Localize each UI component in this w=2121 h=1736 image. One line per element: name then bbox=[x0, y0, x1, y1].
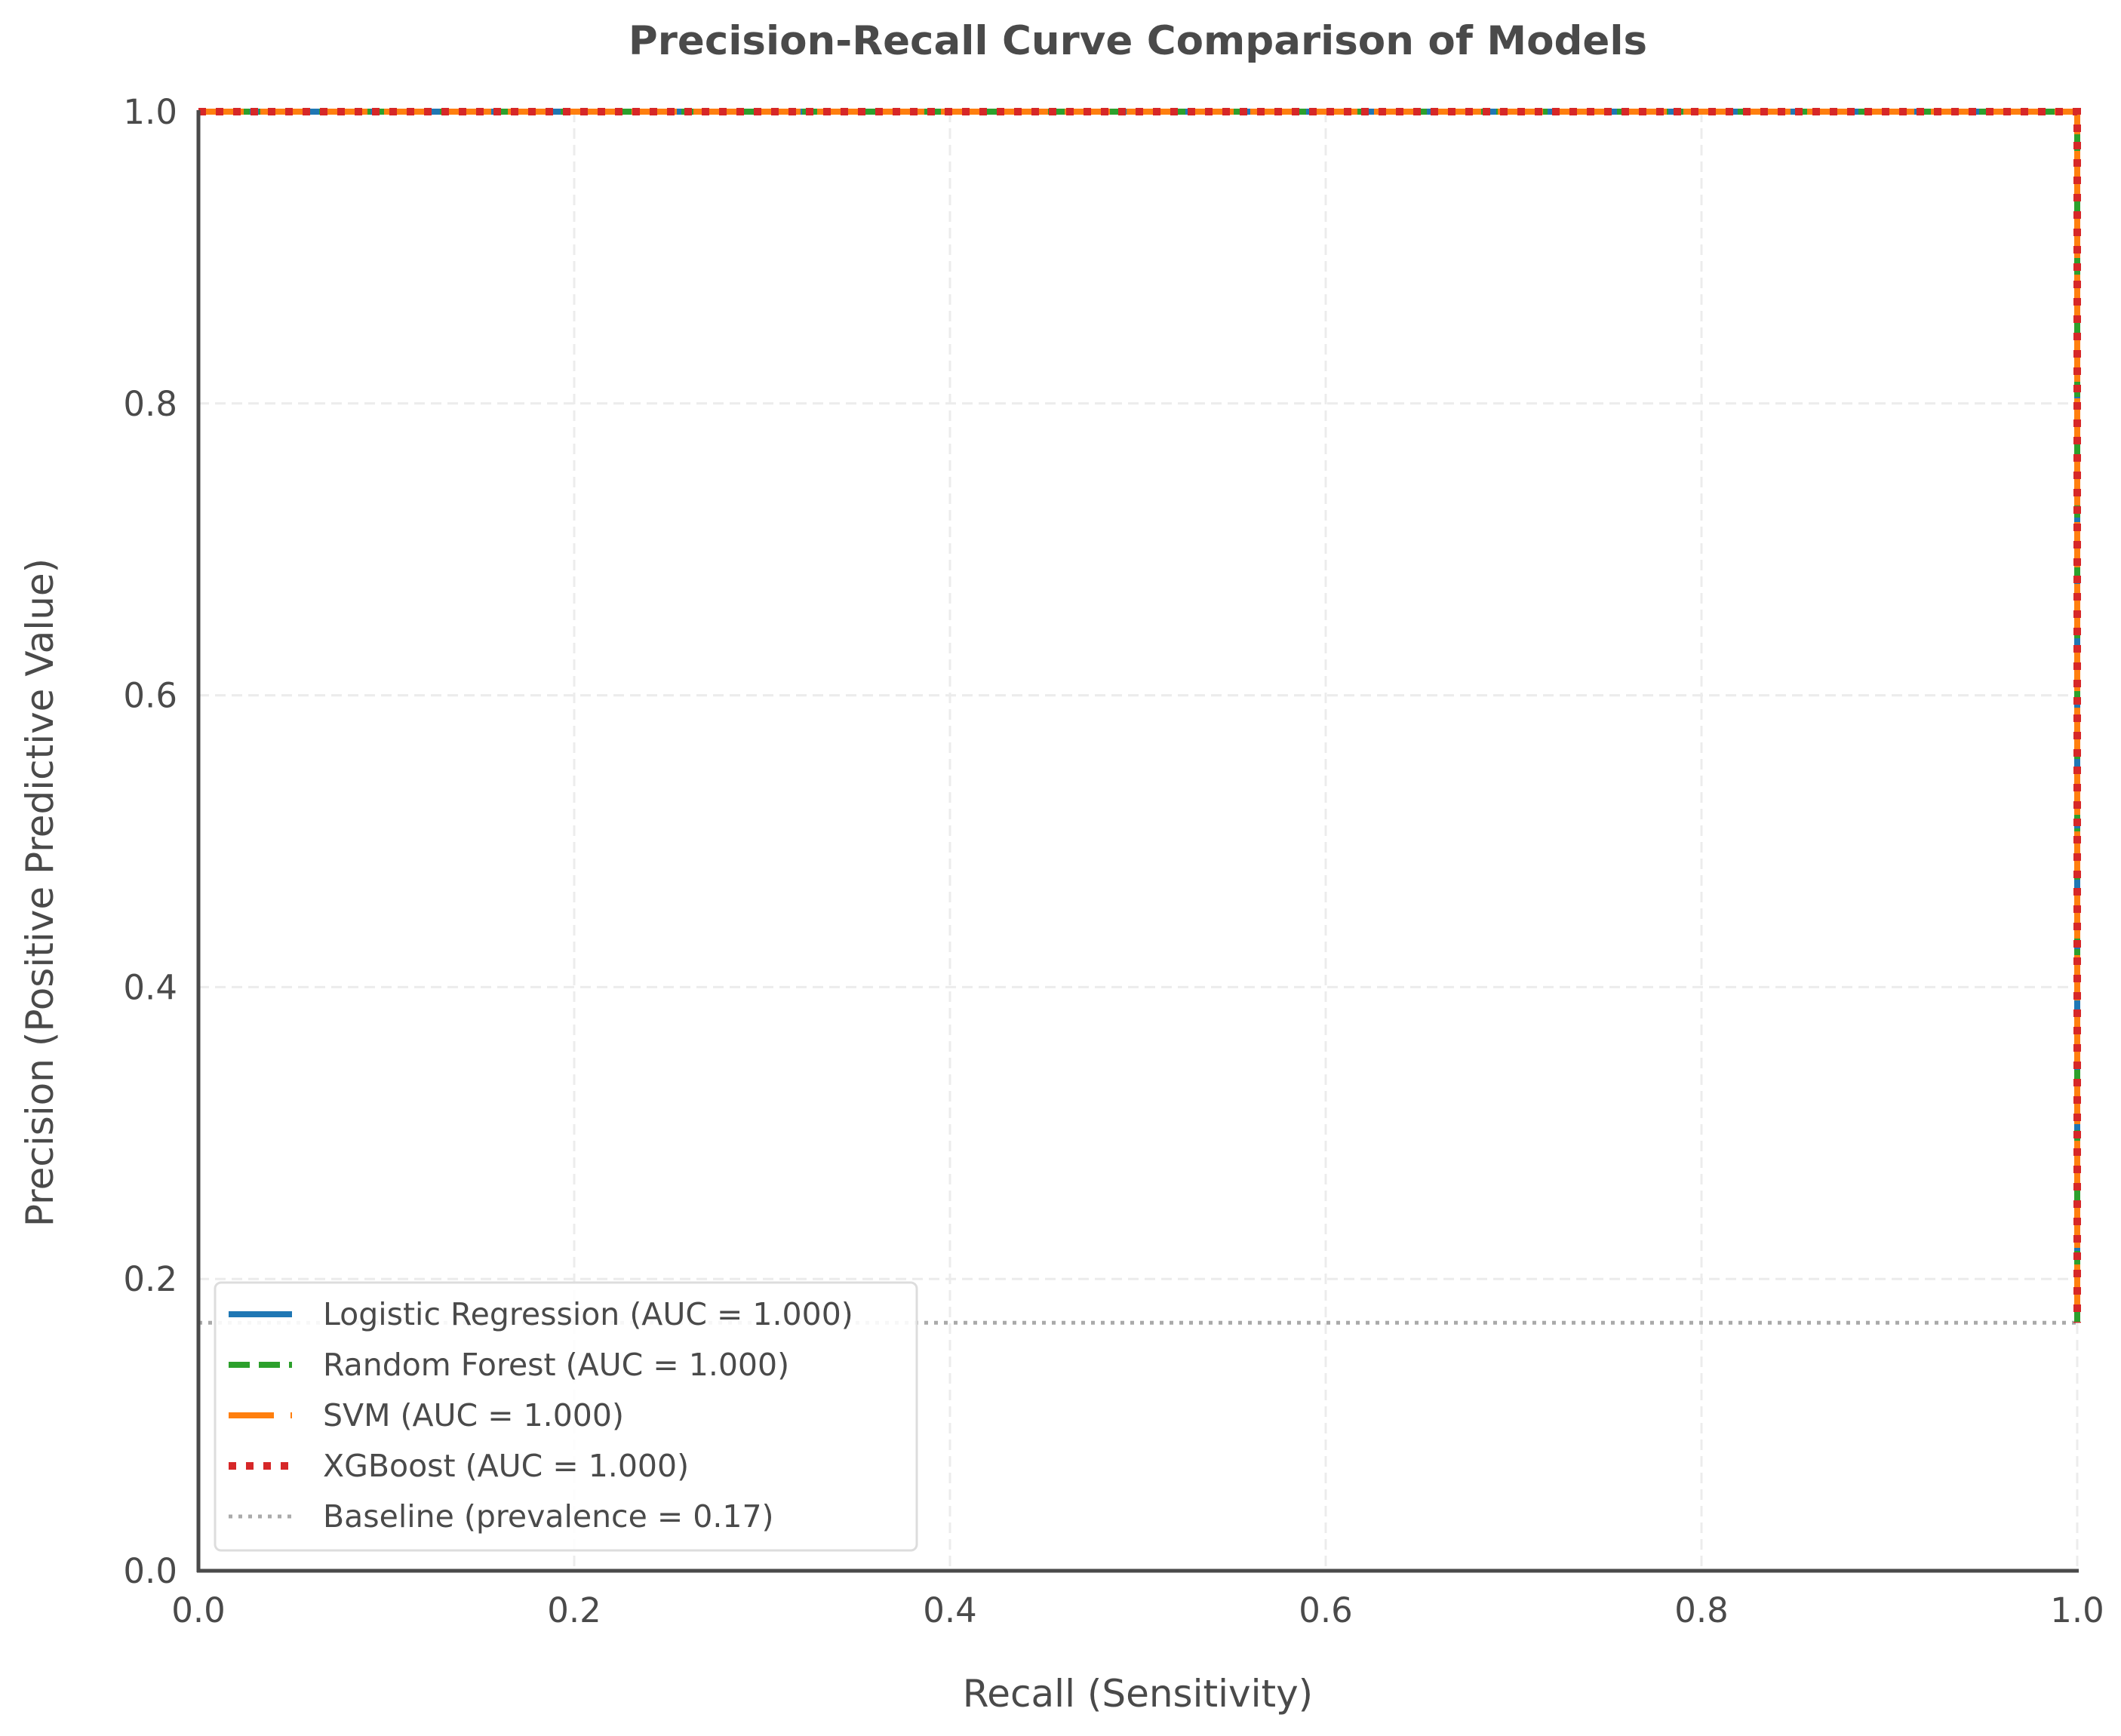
x-axis-label: Recall (Sensitivity) bbox=[963, 1672, 1313, 1716]
y-tick-label: 0.4 bbox=[123, 967, 177, 1007]
x-tick-label: 0.8 bbox=[1674, 1590, 1729, 1630]
y-tick-label: 0.0 bbox=[123, 1551, 177, 1591]
y-axis-label: Precision (Positive Predictive Value) bbox=[18, 558, 62, 1227]
legend-label-4: XGBoost (AUC = 1.000) bbox=[323, 1448, 689, 1484]
chart-title: Precision-Recall Curve Comparison of Mod… bbox=[629, 18, 1647, 64]
tick-labels: 0.0 0.2 0.4 0.6 0.8 1.0 0.0 0.2 0.4 0.6 0.8 1.0 bbox=[123, 92, 2104, 1630]
series-line-4 bbox=[198, 108, 2081, 1323]
legend: Logistic Regression (AUC = 1.000) Random … bbox=[214, 1281, 918, 1552]
y-tick-label: 0.8 bbox=[123, 384, 177, 424]
legend-label-1: Logistic Regression (AUC = 1.000) bbox=[323, 1296, 853, 1332]
x-tick-label: 0.0 bbox=[171, 1590, 226, 1630]
legend-label-2: Random Forest (AUC = 1.000) bbox=[323, 1347, 789, 1383]
legend-box bbox=[214, 1281, 918, 1552]
x-tick-label: 0.2 bbox=[547, 1590, 601, 1630]
series-layer bbox=[198, 108, 2081, 1323]
y-tick-label: 0.6 bbox=[123, 676, 177, 716]
series-line-3 bbox=[198, 109, 2080, 1323]
x-tick-label: 1.0 bbox=[2050, 1590, 2104, 1630]
y-tick-label: 1.0 bbox=[123, 92, 177, 132]
legend-label-5: Baseline (prevalence = 0.17) bbox=[323, 1498, 774, 1535]
series-line-1 bbox=[198, 109, 2080, 1323]
y-tick-label: 0.2 bbox=[123, 1259, 177, 1299]
series-line-2 bbox=[198, 109, 2080, 1323]
axes bbox=[196, 110, 2079, 1573]
x-tick-label: 0.4 bbox=[923, 1590, 977, 1630]
legend-label-3: SVM (AUC = 1.000) bbox=[323, 1397, 624, 1433]
x-tick-label: 0.6 bbox=[1299, 1590, 1353, 1630]
